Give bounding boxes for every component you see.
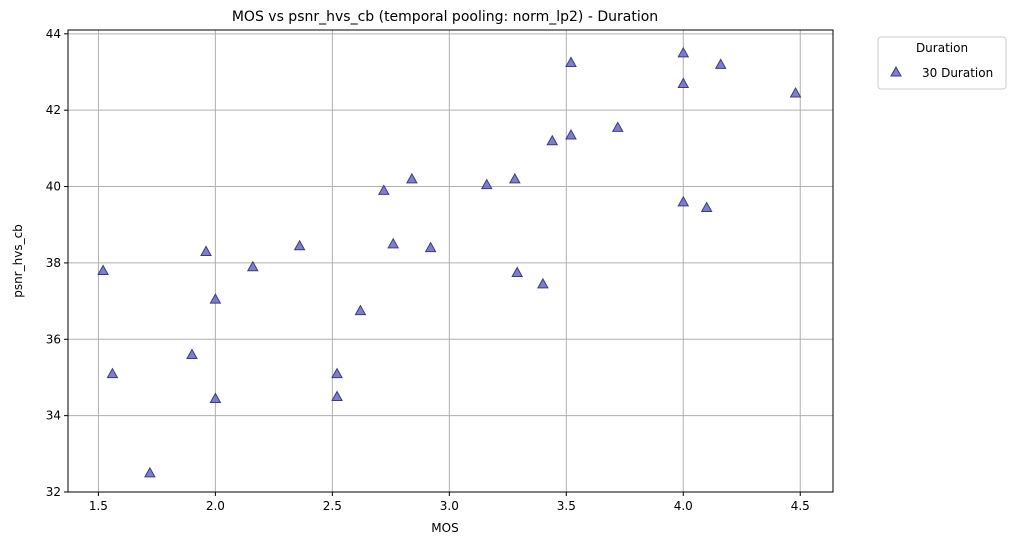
legend: Duration 30 Duration — [877, 36, 1007, 90]
data-point-triangle — [677, 46, 690, 58]
data-point-triangle — [331, 390, 343, 402]
data-point-triangle — [508, 172, 521, 184]
y-tick-label: 44 — [46, 27, 61, 41]
y-tick-label: 40 — [46, 180, 61, 194]
data-point-triangle — [144, 466, 156, 478]
data-point-triangle — [186, 348, 198, 360]
data-point-triangle — [293, 239, 306, 251]
data-point-triangle — [700, 201, 713, 213]
x-tick-label: 3.5 — [557, 499, 576, 513]
legend-frame — [877, 36, 1007, 90]
legend-entry-label: 30 Duration — [922, 66, 993, 80]
grid — [68, 30, 833, 493]
data-point-triangle — [714, 58, 727, 69]
data-point-triangle — [565, 128, 577, 140]
x-tick-label: 4.0 — [674, 499, 693, 513]
data-point-triangle — [677, 195, 690, 207]
data-point-triangle — [246, 260, 259, 272]
data-point-triangle — [97, 264, 109, 276]
y-axis-label: psnr_hvs_cb — [11, 224, 25, 298]
x-tick-label: 3.0 — [440, 499, 459, 513]
x-tick-label: 2.0 — [206, 499, 225, 513]
data-point-triangle — [511, 266, 524, 277]
data-point-triangle — [209, 392, 222, 403]
data-point-triangle — [331, 367, 343, 379]
data-point-triangle — [480, 178, 493, 190]
x-tick-label: 2.5 — [323, 499, 342, 513]
x-axis: 1.5 2.0 2.5 3.0 3.5 4.0 4.5 — [89, 492, 810, 513]
data-point-triangle — [209, 293, 222, 304]
data-point-triangle — [377, 184, 390, 195]
chart-title: MOS vs psnr_hvs_cb (temporal pooling: no… — [232, 9, 658, 25]
legend-marker-triangle — [890, 65, 902, 77]
x-axis-label: MOS — [431, 521, 458, 535]
data-point-triangle — [424, 241, 437, 253]
data-point-triangle — [611, 121, 624, 132]
y-tick-label: 36 — [46, 332, 61, 346]
data-point-triangle — [387, 237, 400, 249]
y-axis: 32 34 36 38 40 42 44 — [46, 27, 68, 499]
data-point-triangle — [677, 77, 690, 88]
x-tick-label: 1.5 — [89, 499, 108, 513]
y-tick-label: 42 — [46, 103, 61, 117]
data-point-triangle — [537, 277, 549, 289]
data-point-triangle — [200, 245, 212, 256]
y-tick-label: 32 — [46, 485, 61, 499]
data-point-triangle — [106, 367, 119, 379]
x-tick-label: 4.5 — [791, 499, 810, 513]
plot-area — [67, 29, 834, 493]
data-point-triangle — [354, 304, 367, 316]
data-point-triangle — [406, 172, 418, 184]
y-tick-label: 38 — [46, 256, 61, 270]
data-point-triangle — [789, 86, 802, 98]
data-point-triangle — [565, 56, 577, 67]
data-points — [97, 46, 802, 478]
legend-title: Duration — [916, 41, 968, 55]
data-point-triangle — [546, 134, 559, 146]
y-tick-label: 34 — [46, 409, 61, 423]
